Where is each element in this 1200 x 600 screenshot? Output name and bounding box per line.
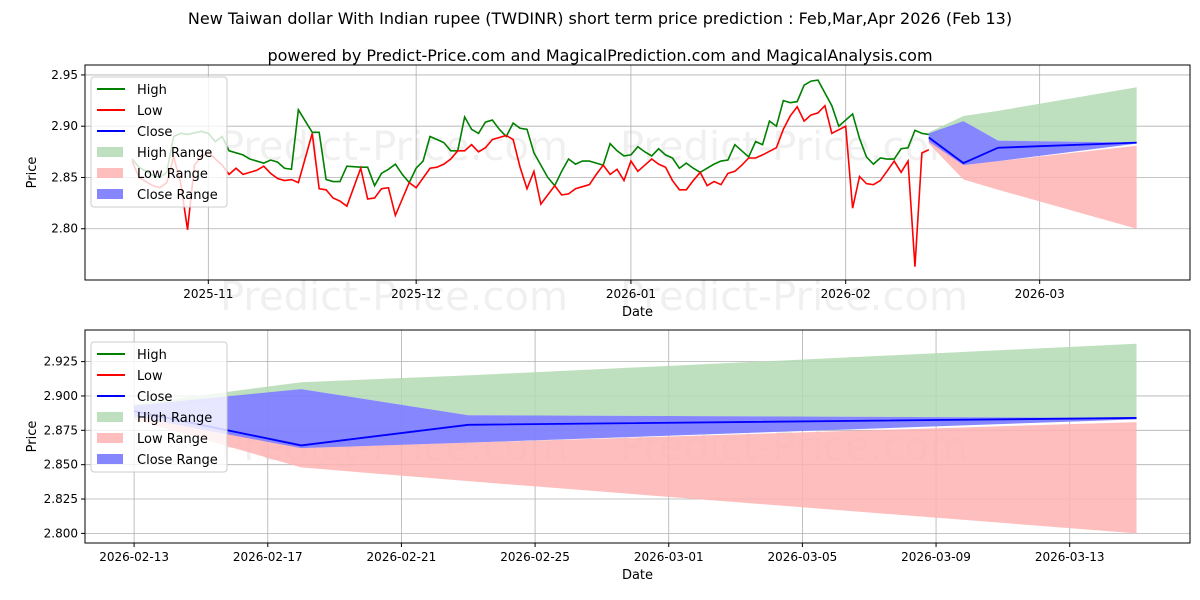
legend-label: Low	[137, 369, 163, 384]
watermark: Predict-Price.com	[620, 124, 968, 170]
y-tick-label: 2.925	[44, 355, 78, 369]
high-range-band	[928, 87, 1137, 143]
x-axis-label: Date	[622, 568, 653, 583]
low-series-line	[131, 104, 930, 267]
y-tick-label: 2.95	[51, 68, 78, 82]
y-tick-label: 2.85	[51, 170, 78, 184]
legend-label: Low Range	[137, 167, 208, 182]
x-tick-label: 2026-03-13	[1035, 550, 1105, 564]
x-tick-label: 2025-12	[391, 287, 441, 301]
close-range-band	[928, 121, 1137, 166]
watermark: Predict-Price.com	[620, 274, 968, 320]
legend-swatch-low-range	[97, 433, 123, 443]
x-tick-label: 2026-03	[1015, 287, 1065, 301]
x-tick-label: 2025-11	[183, 287, 233, 301]
legend-label: High Range	[137, 146, 212, 161]
legend-swatch-high-range	[97, 412, 123, 422]
x-tick-label: 2026-02-17	[233, 550, 303, 564]
y-tick-label: 2.875	[44, 423, 78, 437]
panel-overview: Predict-Price.com Predict-Price.com Predic…	[25, 64, 1191, 320]
chart-subtitle: powered by Predict-Price.com and Magical…	[267, 46, 933, 65]
low-range-band	[928, 137, 1137, 229]
panel-forecast: Predict-Price.comPredict-Price.com2026-0…	[25, 329, 1191, 583]
legend-label: Close	[137, 390, 172, 405]
legend-swatch-high-range	[97, 147, 123, 157]
x-tick-label: 2026-03-09	[901, 550, 971, 564]
legend-label: High	[137, 348, 167, 363]
x-tick-label: 2026-02-13	[99, 550, 169, 564]
axes-frame	[84, 329, 1191, 544]
legend-label: High	[137, 83, 167, 98]
low-range-band	[134, 411, 1137, 534]
x-tick-label: 2026-01	[606, 287, 656, 301]
legend-label: Low	[137, 104, 163, 119]
legend: High Low Close High Range Low Range Close Ran…	[90, 341, 228, 473]
legend-swatch-close-range	[97, 454, 123, 464]
y-tick-label: 2.800	[44, 526, 78, 540]
legend-swatch-close-range	[97, 189, 123, 199]
high-series-line	[131, 79, 929, 188]
axes-frame	[84, 64, 1191, 281]
legend-label: High Range	[137, 411, 212, 426]
y-tick-label: 2.90	[51, 119, 78, 133]
y-axis-label: Price	[25, 421, 40, 453]
y-axis-label: Price	[25, 157, 40, 189]
close-series-line	[928, 136, 1137, 165]
x-tick-label: 2026-03-05	[768, 550, 838, 564]
legend-label: Close	[137, 125, 172, 140]
close-range-band	[134, 389, 1137, 449]
high-range-band	[134, 343, 1137, 418]
legend-swatch-low-range	[97, 168, 123, 178]
y-tick-label: 2.80	[51, 222, 78, 236]
x-axis-label: Date	[622, 305, 653, 320]
y-tick-label: 2.850	[44, 458, 78, 472]
y-tick-label: 2.900	[44, 389, 78, 403]
x-tick-label: 2026-03-01	[634, 550, 704, 564]
legend: High Low Close High Range Low Range Close Ran…	[90, 76, 228, 208]
watermark: Predict-Price.com	[220, 274, 568, 320]
legend-label: Close Range	[137, 453, 218, 468]
legend-label: Low Range	[137, 432, 208, 447]
legend-label: Close Range	[137, 188, 218, 203]
y-tick-label: 2.825	[44, 492, 78, 506]
x-tick-label: 2026-02-21	[367, 550, 437, 564]
x-tick-label: 2026-02	[821, 287, 871, 301]
chart-title: New Taiwan dollar With Indian rupee (TWD…	[187, 9, 1013, 28]
x-tick-label: 2026-02-25	[500, 550, 570, 564]
